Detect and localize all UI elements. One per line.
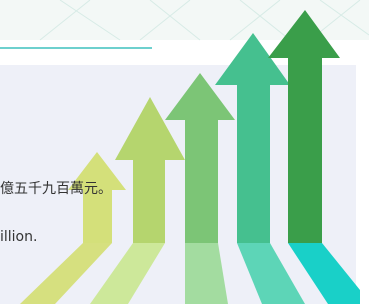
slide: 億五千九百萬元。 illion. xyxy=(0,0,369,304)
english-text: illion. xyxy=(0,229,37,245)
chinese-text: 億五千九百萬元。 xyxy=(0,178,112,198)
slide-graphic xyxy=(0,0,369,304)
